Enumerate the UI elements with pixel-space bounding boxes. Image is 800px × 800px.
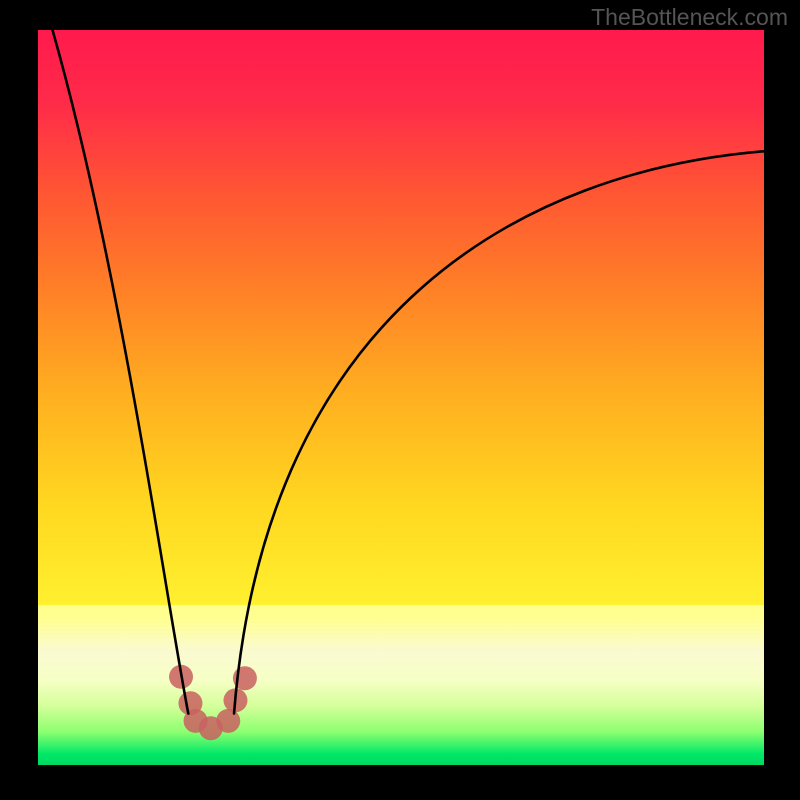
bottleneck-curve-chart — [0, 0, 800, 800]
chart-root: TheBottleneck.com — [0, 0, 800, 800]
plot-gradient-background — [38, 30, 764, 765]
dip-marker — [216, 709, 240, 733]
watermark-text: TheBottleneck.com — [591, 4, 788, 31]
